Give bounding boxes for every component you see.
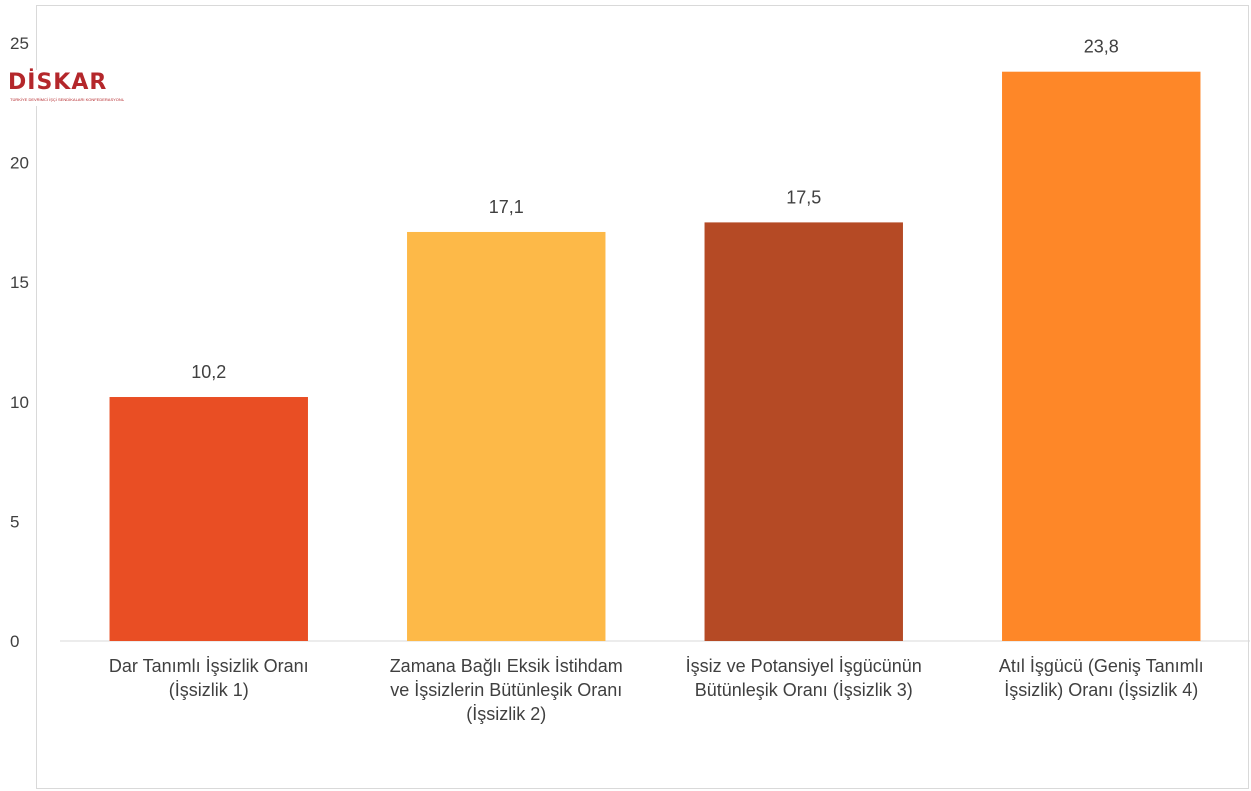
- y-tick-label: 15: [10, 273, 29, 292]
- data-label-2: 17,1: [489, 197, 524, 217]
- chart-frame: [36, 5, 1249, 789]
- logo-wordmark: DİSKAR: [8, 70, 108, 95]
- data-label-4: 23,8: [1084, 37, 1119, 57]
- y-axis-ticks: 0 5 10 15 20 25: [10, 34, 29, 651]
- logo-subtitle: TÜRKİYE DEVRİMCİ İŞÇİ SENDİKALARI KONFED…: [10, 97, 124, 102]
- category-label-2: Zamana Bağlı Eksik İstihdam ve İşsizleri…: [389, 656, 623, 724]
- category-label-3: İşsiz ve Potansiyel İşgücünün Bütünleşik…: [685, 656, 922, 700]
- data-labels: 10,2 17,1 17,5 23,8: [191, 37, 1119, 382]
- category-label-4: Atıl İşgücü (Geniş Tanımlı İşsizlik) Ora…: [998, 656, 1204, 700]
- y-tick-label: 25: [10, 34, 29, 53]
- data-label-1: 10,2: [191, 362, 226, 382]
- y-tick-label: 0: [10, 632, 19, 651]
- diskar-logo: DİSKAR TÜRKİYE DEVRİMCİ İŞÇİ SENDİKALARI…: [8, 70, 124, 106]
- bar-4: [1002, 71, 1201, 642]
- bars: [109, 71, 1201, 642]
- y-tick-label: 20: [10, 154, 29, 173]
- bar-2: [407, 231, 606, 641]
- y-tick-label: 10: [10, 393, 29, 412]
- category-label-1: Dar Tanımlı İşsizlik Oranı (İşsizlik 1): [108, 656, 309, 700]
- y-tick-label: 5: [10, 512, 19, 531]
- bar-3: [704, 222, 903, 641]
- bar-1: [109, 397, 308, 641]
- data-label-3: 17,5: [786, 187, 821, 207]
